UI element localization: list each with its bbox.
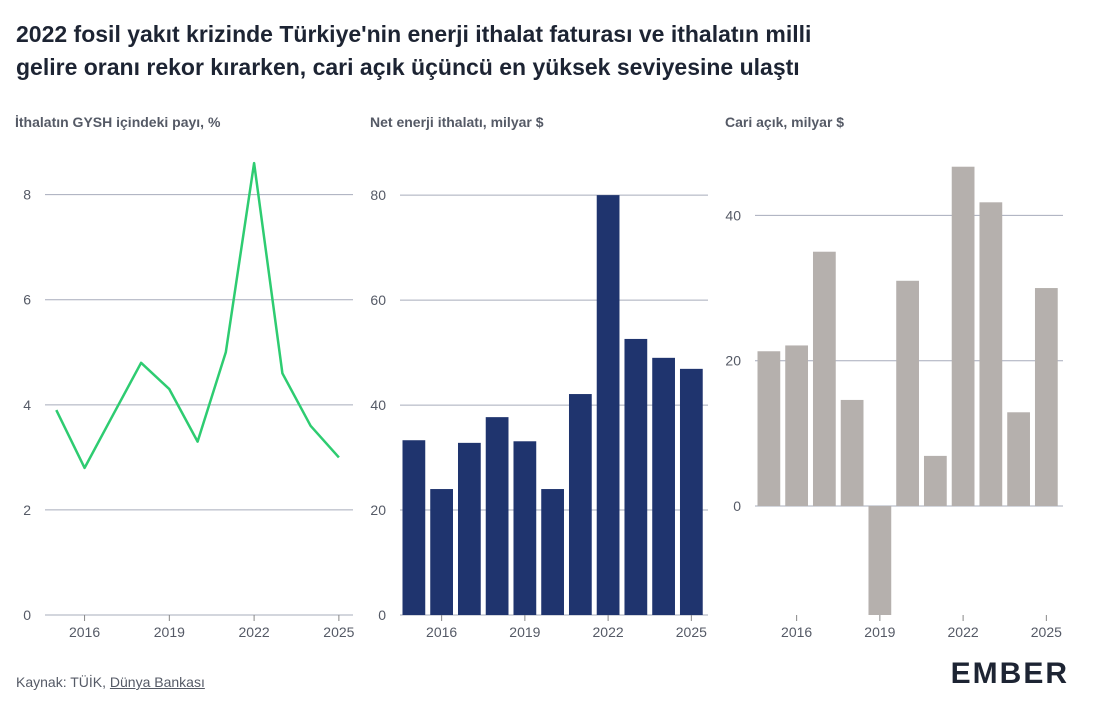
bar: [923, 455, 947, 507]
bar: [596, 195, 620, 615]
bar: [951, 166, 975, 507]
bar: [430, 489, 453, 615]
bar: [1007, 412, 1030, 507]
x-tick-label: 2022: [593, 624, 624, 640]
bar: [896, 280, 919, 507]
y-tick-label: 0: [23, 607, 31, 623]
page-title: 2022 fosil yakıt krizinde Türkiye'nin en…: [16, 18, 811, 84]
title-line: 2022 fosil yakıt krizinde Türkiye'nin en…: [16, 21, 812, 47]
x-tick-label: 2019: [154, 624, 185, 640]
y-tick-label: 60: [370, 292, 386, 308]
y-tick-label: 40: [725, 207, 741, 223]
bar: [812, 251, 836, 507]
y-tick-label: 2: [23, 502, 31, 518]
bar: [624, 338, 648, 615]
bar: [757, 351, 781, 507]
bar: [1034, 288, 1058, 507]
y-tick-label: 4: [23, 397, 31, 413]
x-tick-label: 2025: [1031, 624, 1062, 640]
panel-title: İthalatın GYSH içindeki payı, %: [15, 114, 221, 130]
bar: [513, 441, 537, 615]
x-tick-label: 2019: [864, 624, 895, 640]
bar: [868, 506, 892, 615]
bar: [652, 357, 675, 615]
bar: [485, 417, 509, 615]
source: Kaynak: TÜİK, Dünya Bankası: [16, 674, 205, 690]
y-tick-label: 0: [733, 498, 741, 514]
bar: [979, 202, 1003, 507]
bar: [840, 399, 864, 507]
y-tick-label: 6: [23, 292, 31, 308]
bar: [785, 345, 808, 507]
title-line: gelire oranı rekor kırarken, cari açık ü…: [16, 54, 800, 80]
bar: [568, 394, 592, 615]
y-tick-label: 0: [378, 607, 386, 623]
bar: [402, 440, 426, 615]
bar: [679, 368, 703, 615]
bar: [541, 489, 564, 615]
x-tick-label: 2016: [426, 624, 457, 640]
line: [55, 161, 340, 470]
bar: [457, 442, 481, 615]
y-tick-label: 8: [23, 187, 31, 203]
y-tick-label: 80: [370, 187, 386, 203]
source-prefix: Kaynak: TÜİK,: [16, 674, 107, 690]
x-tick-label: 2022: [239, 624, 270, 640]
panel-title: Net enerji ithalatı, milyar $: [370, 114, 544, 130]
x-tick-label: 2019: [509, 624, 540, 640]
x-tick-label: 2025: [676, 624, 707, 640]
x-tick-label: 2016: [69, 624, 100, 640]
x-tick-label: 2022: [948, 624, 979, 640]
source-link[interactable]: Dünya Bankası: [109, 674, 205, 690]
panel-title: Cari açık, milyar $: [725, 114, 844, 130]
x-tick-label: 2025: [323, 624, 354, 640]
y-tick-label: 20: [370, 502, 386, 518]
y-tick-label: 40: [370, 397, 386, 413]
x-tick-label: 2016: [781, 624, 812, 640]
logo: EMBER: [950, 657, 1069, 690]
y-tick-label: 20: [725, 353, 741, 369]
